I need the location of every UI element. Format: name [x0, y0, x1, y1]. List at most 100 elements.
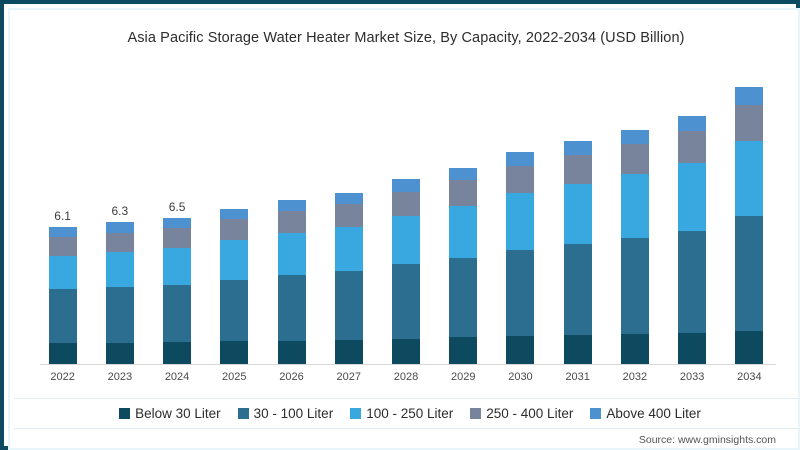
- bar-segment[interactable]: [105, 232, 134, 253]
- bar-segment[interactable]: [678, 332, 707, 364]
- bar-segment[interactable]: [277, 274, 306, 341]
- bar-segment[interactable]: [163, 284, 192, 343]
- bar-segment[interactable]: [277, 340, 306, 364]
- bar-segment[interactable]: [678, 116, 707, 131]
- bar-group[interactable]: [449, 168, 478, 364]
- bar-segment[interactable]: [105, 287, 134, 343]
- stacked-bar[interactable]: [392, 179, 420, 364]
- bar-segment[interactable]: [563, 183, 592, 244]
- stacked-bar[interactable]: [735, 87, 764, 364]
- bar-segment[interactable]: [105, 342, 134, 364]
- bar-segment[interactable]: [163, 248, 192, 285]
- bar-segment[interactable]: [334, 226, 363, 272]
- bar-segment[interactable]: [48, 237, 77, 256]
- bar-group[interactable]: [334, 192, 363, 364]
- bar-segment[interactable]: [105, 252, 134, 287]
- bar-segment[interactable]: [105, 222, 134, 233]
- bar-group[interactable]: [220, 208, 249, 364]
- bar-segment[interactable]: [163, 342, 192, 364]
- bar-segment[interactable]: [220, 279, 249, 342]
- bar-segment[interactable]: [277, 199, 306, 211]
- bar-segment[interactable]: [48, 343, 77, 364]
- bar-segment[interactable]: [563, 155, 592, 184]
- bar-segment[interactable]: [506, 193, 535, 251]
- bar-segment[interactable]: [678, 162, 707, 231]
- legend-item[interactable]: Above 400 Liter: [590, 406, 701, 421]
- legend-item[interactable]: 250 - 400 Liter: [470, 406, 573, 421]
- stacked-bar[interactable]: [678, 116, 707, 364]
- legend-label: Below 30 Liter: [135, 406, 221, 421]
- bar-segment[interactable]: [334, 271, 363, 340]
- bar-group[interactable]: 6.3: [105, 204, 134, 364]
- bar-segment[interactable]: [449, 258, 478, 338]
- bar-segment[interactable]: [277, 232, 306, 275]
- bar-segment[interactable]: [48, 226, 77, 238]
- bar-segment[interactable]: [620, 143, 649, 175]
- x-axis-label: 2034: [737, 371, 762, 383]
- bar-segment[interactable]: [392, 191, 420, 216]
- bar-group[interactable]: [563, 141, 592, 364]
- bar-segment[interactable]: [449, 337, 478, 364]
- bar-segment[interactable]: [48, 289, 77, 344]
- bar-segment[interactable]: [334, 339, 363, 364]
- bar-segment[interactable]: [506, 165, 535, 194]
- bar-segment[interactable]: [506, 250, 535, 337]
- bar-segment[interactable]: [392, 179, 420, 192]
- stacked-bar[interactable]: [48, 226, 77, 364]
- bar-segment[interactable]: [506, 152, 535, 166]
- bar-segment[interactable]: [334, 192, 363, 205]
- stacked-bar[interactable]: [506, 152, 535, 364]
- bar-segment[interactable]: [220, 219, 249, 241]
- legend-item[interactable]: 100 - 250 Liter: [350, 406, 453, 421]
- bar-segment[interactable]: [563, 335, 592, 364]
- stacked-bar[interactable]: [105, 222, 134, 364]
- legend-swatch-icon: [119, 408, 131, 419]
- bar-segment[interactable]: [163, 228, 192, 249]
- bar-group[interactable]: [735, 87, 764, 364]
- bar-segment[interactable]: [220, 240, 249, 280]
- bar-segment[interactable]: [48, 255, 77, 290]
- stacked-bar[interactable]: [334, 192, 363, 364]
- stacked-bar[interactable]: [277, 199, 306, 364]
- bar-segment[interactable]: [620, 334, 649, 364]
- bar-segment[interactable]: [735, 140, 764, 217]
- bar-segment[interactable]: [220, 208, 249, 220]
- stacked-bar[interactable]: [163, 217, 192, 364]
- bar-segment[interactable]: [735, 104, 764, 141]
- bar-segment[interactable]: [392, 338, 420, 364]
- bar-segment[interactable]: [620, 174, 649, 238]
- stacked-bar[interactable]: [449, 168, 478, 364]
- legend-item[interactable]: Below 30 Liter: [119, 406, 221, 421]
- bar-segment[interactable]: [678, 230, 707, 333]
- bar-segment[interactable]: [277, 210, 306, 233]
- bar-group[interactable]: [506, 152, 535, 364]
- bar-group[interactable]: [277, 199, 306, 364]
- legend-item[interactable]: 30 - 100 Liter: [237, 406, 333, 421]
- bar-segment[interactable]: [449, 180, 478, 206]
- bar-segment[interactable]: [449, 168, 478, 181]
- bar-segment[interactable]: [678, 130, 707, 163]
- bar-segment[interactable]: [563, 141, 592, 156]
- bar-segment[interactable]: [334, 204, 363, 227]
- bar-segment[interactable]: [563, 244, 592, 336]
- bar-group[interactable]: [620, 129, 649, 364]
- bar-segment[interactable]: [392, 215, 420, 265]
- stacked-bar[interactable]: [620, 129, 649, 364]
- bar-segment[interactable]: [735, 87, 764, 105]
- bar-segment[interactable]: [163, 217, 192, 229]
- bar-group[interactable]: 6.5: [163, 200, 192, 364]
- bar-segment[interactable]: [620, 129, 649, 144]
- stacked-bar[interactable]: [220, 208, 249, 364]
- bar-group[interactable]: 6.1: [48, 209, 77, 364]
- bar-segment[interactable]: [449, 205, 478, 259]
- bar-segment[interactable]: [506, 336, 535, 364]
- stacked-bar[interactable]: [563, 141, 592, 364]
- bar-segment[interactable]: [620, 237, 649, 335]
- x-axis-label: 2025: [222, 371, 247, 383]
- bar-segment[interactable]: [220, 341, 249, 364]
- bar-segment[interactable]: [735, 330, 764, 364]
- bar-group[interactable]: [392, 179, 420, 364]
- bar-segment[interactable]: [392, 264, 420, 339]
- bar-segment[interactable]: [735, 216, 764, 331]
- bar-group[interactable]: [678, 116, 707, 364]
